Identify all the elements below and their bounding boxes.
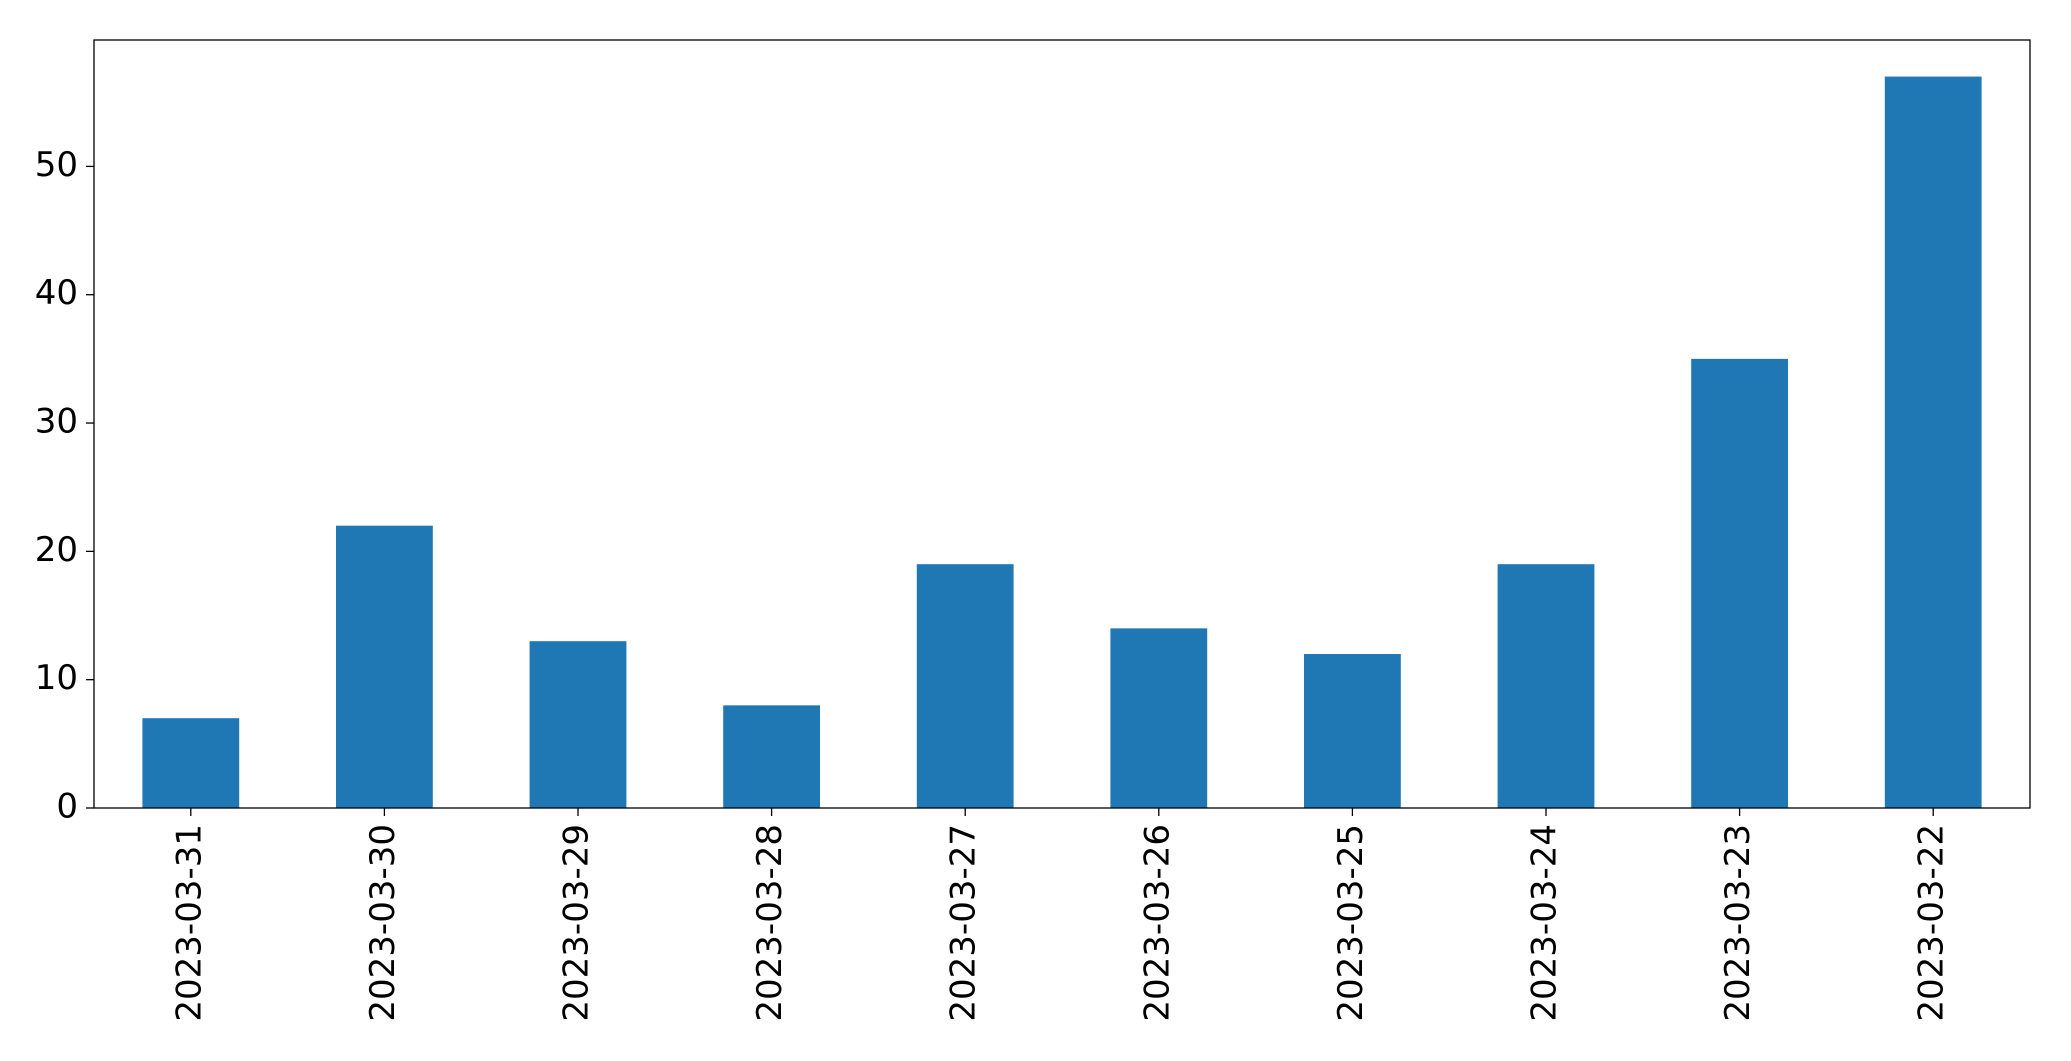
x-tick-label: 2023-03-29 (557, 824, 597, 1022)
x-tick-label: 2023-03-24 (1525, 824, 1565, 1022)
x-tick-label: 2023-03-26 (1137, 824, 1177, 1022)
y-tick-label: 10 (35, 658, 78, 698)
x-tick-label: 2023-03-23 (1718, 824, 1758, 1022)
x-tick-label: 2023-03-28 (750, 824, 790, 1022)
bar (336, 525, 433, 808)
y-tick-label: 30 (35, 402, 78, 442)
y-tick-label: 0 (56, 787, 78, 827)
x-tick-label: 2023-03-22 (1912, 824, 1952, 1022)
bar (1691, 358, 1788, 808)
bar (723, 705, 820, 808)
y-tick-label: 50 (35, 145, 78, 185)
bar (1110, 628, 1208, 808)
bar (1497, 564, 1595, 808)
y-tick-label: 40 (35, 273, 78, 313)
axes-frame (93, 39, 2031, 809)
x-tick-label: 2023-03-31 (169, 824, 209, 1022)
bar (529, 641, 627, 808)
bar (1304, 654, 1401, 808)
bar (916, 564, 1014, 808)
x-tick-label: 2023-03-25 (1331, 824, 1371, 1022)
x-tick-label: 2023-03-27 (944, 824, 984, 1022)
y-tick-label: 20 (35, 530, 78, 570)
bar (142, 718, 240, 808)
bar (1884, 76, 1982, 809)
x-tick-label: 2023-03-30 (363, 824, 403, 1022)
